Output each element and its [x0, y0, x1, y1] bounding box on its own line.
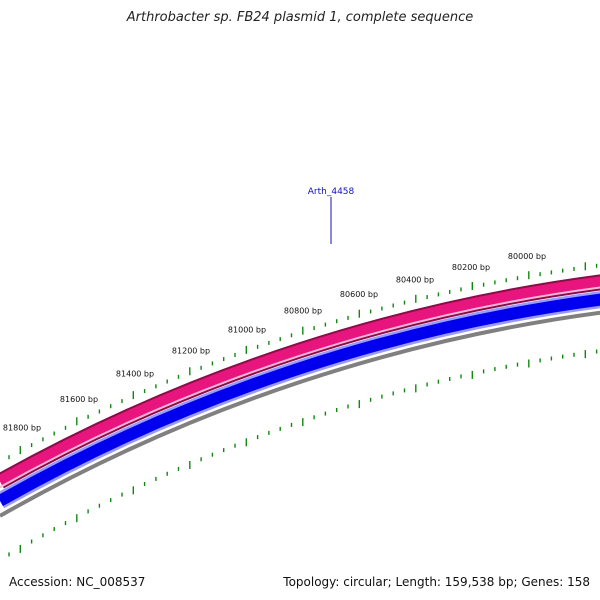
position-label: 81800 bp [3, 424, 41, 433]
position-label: 81200 bp [172, 346, 210, 355]
position-label: 80800 bp [284, 307, 322, 316]
position-label: 80400 bp [396, 275, 434, 284]
accession-text: Accession: NC_008537 [9, 575, 146, 589]
position-label: 80000 bp [508, 252, 546, 261]
topology-summary-text: Topology: circular; Length: 159,538 bp; … [283, 575, 590, 589]
inner-tick-marks [8, 349, 598, 557]
map-title: Arthrobacter sp. FB24 plasmid 1, complet… [126, 10, 474, 25]
position-label: 81000 bp [228, 325, 266, 334]
position-labels: 81800 bp 81600 bp 81400 bp 81200 bp 81000 bp… [3, 252, 546, 432]
forward-strand-band[interactable] [0, 276, 600, 487]
forward-strand-band-highlight [0, 286, 600, 489]
outer-tick-marks [8, 262, 598, 460]
reverse-strand-band[interactable] [0, 293, 600, 507]
gene-label-arth-4458[interactable]: Arth_4458 [308, 187, 355, 197]
position-label: 81400 bp [116, 370, 154, 379]
position-label: 80200 bp [452, 263, 490, 272]
position-label: 80600 bp [340, 290, 378, 299]
backbone-line [0, 310, 600, 518]
position-label: 81600 bp [60, 395, 98, 404]
